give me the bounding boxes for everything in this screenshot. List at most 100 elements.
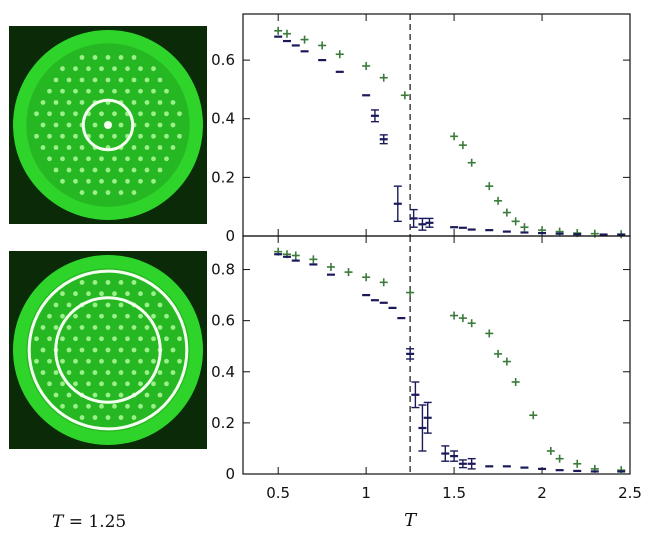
lattice-dot [86, 358, 91, 364]
lattice-dot [99, 403, 104, 409]
lattice-dot [144, 77, 150, 83]
lattice-dot [118, 77, 124, 83]
lattice-dot [66, 370, 72, 375]
data-point-dash [418, 404, 427, 452]
lattice-dot [112, 313, 117, 319]
lattice-dot [164, 313, 169, 319]
lattice-dot [151, 66, 156, 72]
lattice-dot [66, 302, 72, 308]
lattice-dot [60, 291, 65, 297]
outer-ring [27, 269, 189, 431]
lattice-dot [66, 77, 72, 83]
lattice-dot [86, 403, 91, 409]
lattice-dot [60, 133, 65, 139]
lattice-dot [86, 381, 91, 387]
lattice-dot [53, 370, 59, 375]
x-tick-label: 1.5 [442, 484, 466, 502]
lattice-dot [105, 167, 111, 173]
lattice-dot [105, 55, 111, 60]
lattice-dot [157, 167, 163, 173]
lattice-dot [73, 156, 78, 162]
lattice-dot [118, 55, 124, 60]
y-tick-label: 0.2 [211, 414, 235, 432]
x-tick-label: 1 [361, 484, 371, 502]
data-point-plus [573, 459, 582, 468]
data-point-plus [400, 91, 409, 100]
lattice-dot [86, 336, 91, 342]
y-tick-label: 0.6 [211, 51, 235, 69]
lattice-dot [112, 381, 117, 387]
lattice-dot [40, 100, 46, 105]
lattice-dot [60, 403, 65, 409]
lattice-dot [47, 88, 52, 94]
data-point-plus [555, 454, 564, 463]
lattice-dot [164, 133, 169, 139]
lattice-dot [164, 111, 169, 117]
lattice-dot [131, 347, 137, 353]
lattice-dot [92, 122, 98, 128]
lattice-dot [99, 291, 104, 297]
lattice-dot [131, 145, 137, 150]
lattice-dot [138, 66, 143, 72]
lattice-dot [73, 381, 78, 387]
x-tick-label: 2 [537, 484, 547, 502]
lattice-dot [112, 403, 117, 409]
lattice-dot [60, 88, 65, 94]
lattice-dot [40, 347, 46, 353]
data-point-plus [494, 196, 503, 205]
lattice-dot [118, 302, 124, 308]
data-point-plus [617, 466, 626, 475]
lattice-dot [138, 88, 143, 94]
lattice-dot [125, 381, 130, 387]
lattice-dot [151, 88, 156, 94]
lattice-dot [151, 156, 156, 162]
lattice-dot [66, 325, 72, 330]
lattice-dot [138, 156, 143, 162]
lattice-dot [170, 122, 176, 128]
lattice-dot [92, 190, 98, 195]
lattice-dot [79, 415, 85, 420]
plot-bottom: 0 0.2 0.4 0.6 0.8 0.5 1 1.5 2 2.5 T [211, 235, 642, 531]
lattice-dot [105, 302, 111, 308]
lattice-dot [73, 111, 78, 117]
lattice-dot [79, 167, 85, 173]
lattice-dot [40, 325, 46, 330]
data-point-plus [274, 26, 283, 35]
lattice-dot [170, 370, 176, 375]
lattice-dot [138, 403, 143, 409]
lattice-dot [92, 415, 98, 420]
lattice-dot [112, 66, 117, 72]
lattice-dot [112, 111, 117, 117]
lattice-dot [99, 358, 104, 364]
data-point-plus [450, 311, 459, 320]
data-point-dash [409, 208, 418, 228]
lattice-dot [53, 167, 59, 173]
lattice-dot [47, 133, 52, 139]
lattice-dot [118, 415, 124, 420]
lattice-dot [40, 122, 46, 128]
data-point-plus [485, 329, 494, 338]
lattice-dot [66, 122, 72, 128]
lattice-dot [73, 66, 78, 72]
lattice-dot [105, 325, 111, 330]
lattice-dot [125, 403, 130, 409]
lattice-dot [40, 145, 46, 150]
lattice-dot [66, 100, 72, 105]
lattice-dot [151, 403, 156, 409]
lattice-dot [86, 313, 91, 319]
lattice-dot [151, 178, 156, 184]
lattice-dot [138, 381, 143, 387]
lattice-dot [92, 302, 98, 308]
data-point-plus [406, 288, 415, 297]
lattice-dot [118, 392, 124, 398]
lattice-dot [138, 111, 143, 117]
data-point-dash [418, 217, 427, 231]
y-tick-label: 0.8 [211, 261, 235, 279]
lattice-dot [144, 167, 150, 173]
lattice-dot [131, 100, 137, 105]
lattice-dot [131, 325, 137, 330]
lattice-dot [92, 55, 98, 60]
lattice-dot [144, 392, 150, 398]
data-point-plus [335, 50, 344, 59]
lattice-dot [144, 325, 150, 330]
